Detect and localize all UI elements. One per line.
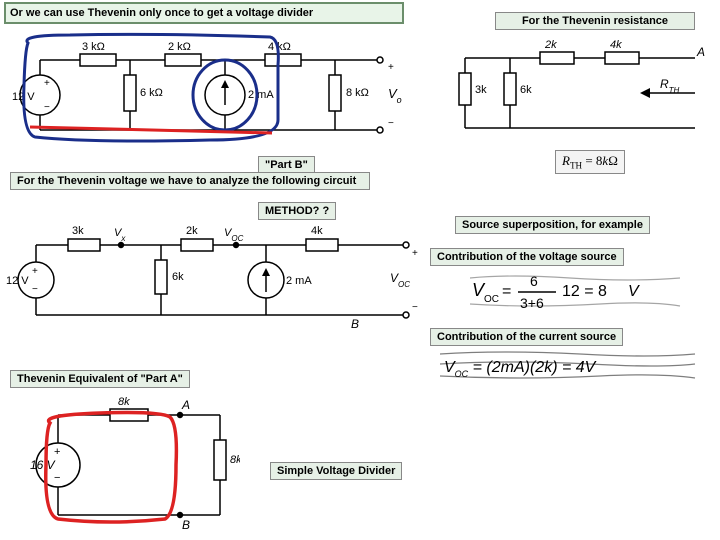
svg-text:3k: 3k [72,225,84,237]
svg-text:RTH: RTH [660,77,680,95]
svg-text:6: 6 [530,273,538,289]
thevenin-equiv-a-label: Thevenin Equivalent of "Part A" [10,370,190,388]
title-text: Or we can use Thevenin only once to get … [10,7,313,19]
svg-text:A: A [696,45,705,59]
svg-text:OC: OC [484,294,499,305]
thevenin-voltage-label: For the Thevenin voltage we have to anal… [10,172,370,190]
svg-text:2k: 2k [544,39,557,51]
svg-text:Vx: Vx [114,227,126,243]
equation-voc1: V OC = 6 3+6 12 = 8 V [470,268,690,316]
svg-text:3k: 3k [475,84,487,96]
svg-text:4k: 4k [610,39,622,51]
contribution-current-label: Contribution of the current source [430,328,623,346]
svg-text:+: + [32,266,38,277]
method-label: METHOD? ? [258,202,336,220]
svg-text:VOC: VOC [390,271,410,289]
svg-text:+: + [412,248,418,259]
svg-text:V: V [628,283,640,300]
contribution-voltage-label: Contribution of the voltage source [430,248,624,266]
svg-text:B: B [351,317,359,331]
svg-text:12 = 8: 12 = 8 [562,283,607,300]
annotation-blue-loops [10,25,410,155]
svg-text:2k: 2k [186,225,198,237]
svg-text:−: − [412,302,418,313]
circuit-rth: 3k 6k 2k 4k A RTH [445,38,715,153]
svg-text:3+6: 3+6 [520,295,544,311]
svg-text:VOC: VOC [224,227,244,243]
equation-rth: RTH = 8kΩ [555,150,625,174]
circuit-voc: + − 12 V 3k Vx 2k VOC 6k 2 mA 4k VOC B +… [6,220,426,340]
svg-text:−: − [32,284,38,295]
equation-voc2: VOC = (2mA)(2k) = 4V [440,348,700,384]
thevenin-resistance-label: For the Thevenin resistance [495,12,695,30]
svg-text:12 V: 12 V [6,275,29,287]
svg-text:6k: 6k [172,271,184,283]
svg-text:=: = [502,283,511,300]
svg-text:2 mA: 2 mA [286,275,312,287]
svg-text:6k: 6k [520,84,532,96]
svg-text:4k: 4k [311,225,323,237]
simple-voltage-divider-label: Simple Voltage Divider [270,462,402,480]
annotation-red-loop [30,395,240,535]
page-title: Or we can use Thevenin only once to get … [4,2,404,24]
source-superposition-label: Source superposition, for example [455,216,650,234]
